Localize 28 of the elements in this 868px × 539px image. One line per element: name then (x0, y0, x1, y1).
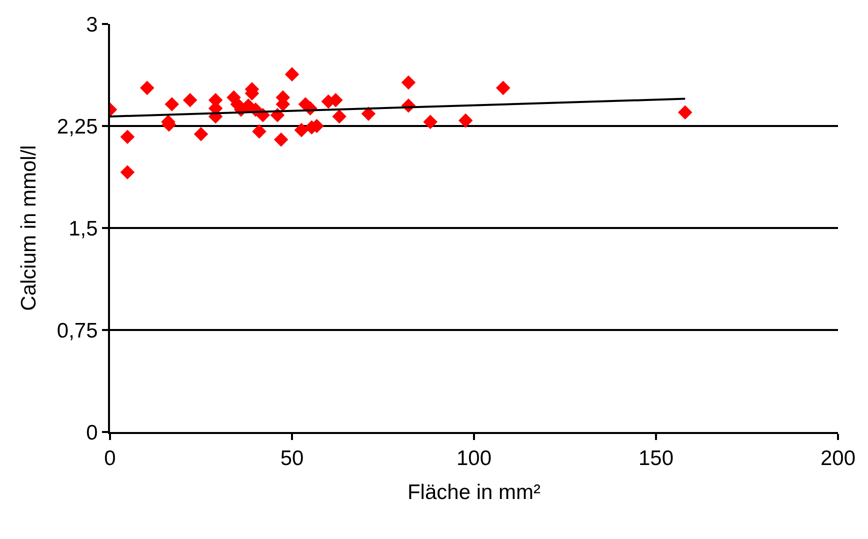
point (182, 93, 198, 108)
point (164, 97, 180, 112)
y-tick-label: 3 (86, 13, 98, 36)
point (274, 132, 288, 147)
x-tick-label: 0 (104, 447, 116, 470)
point (120, 165, 135, 180)
y-tick-label: 0 (86, 421, 98, 444)
point (678, 105, 692, 120)
point (194, 127, 208, 142)
point (496, 80, 510, 96)
point (401, 75, 416, 90)
x-tick-label: 150 (638, 447, 674, 470)
point (423, 114, 438, 130)
point (458, 113, 473, 128)
y-tick-label: 2,25 (56, 115, 98, 138)
point (120, 130, 135, 144)
y-tick-label: 1,5 (68, 217, 98, 240)
x-tick-label: 100 (456, 447, 492, 470)
y-tick-label: 0,75 (56, 319, 98, 342)
point (140, 80, 154, 96)
point (252, 124, 266, 139)
point (294, 122, 309, 138)
point (284, 67, 300, 82)
x-axis-title: Fläche in mm² (407, 480, 541, 504)
point (332, 109, 346, 124)
x-tick-label: 200 (820, 447, 856, 470)
x-tick-label: 50 (280, 447, 304, 470)
y-axis-title: Calcium in mmol/l (18, 145, 41, 311)
